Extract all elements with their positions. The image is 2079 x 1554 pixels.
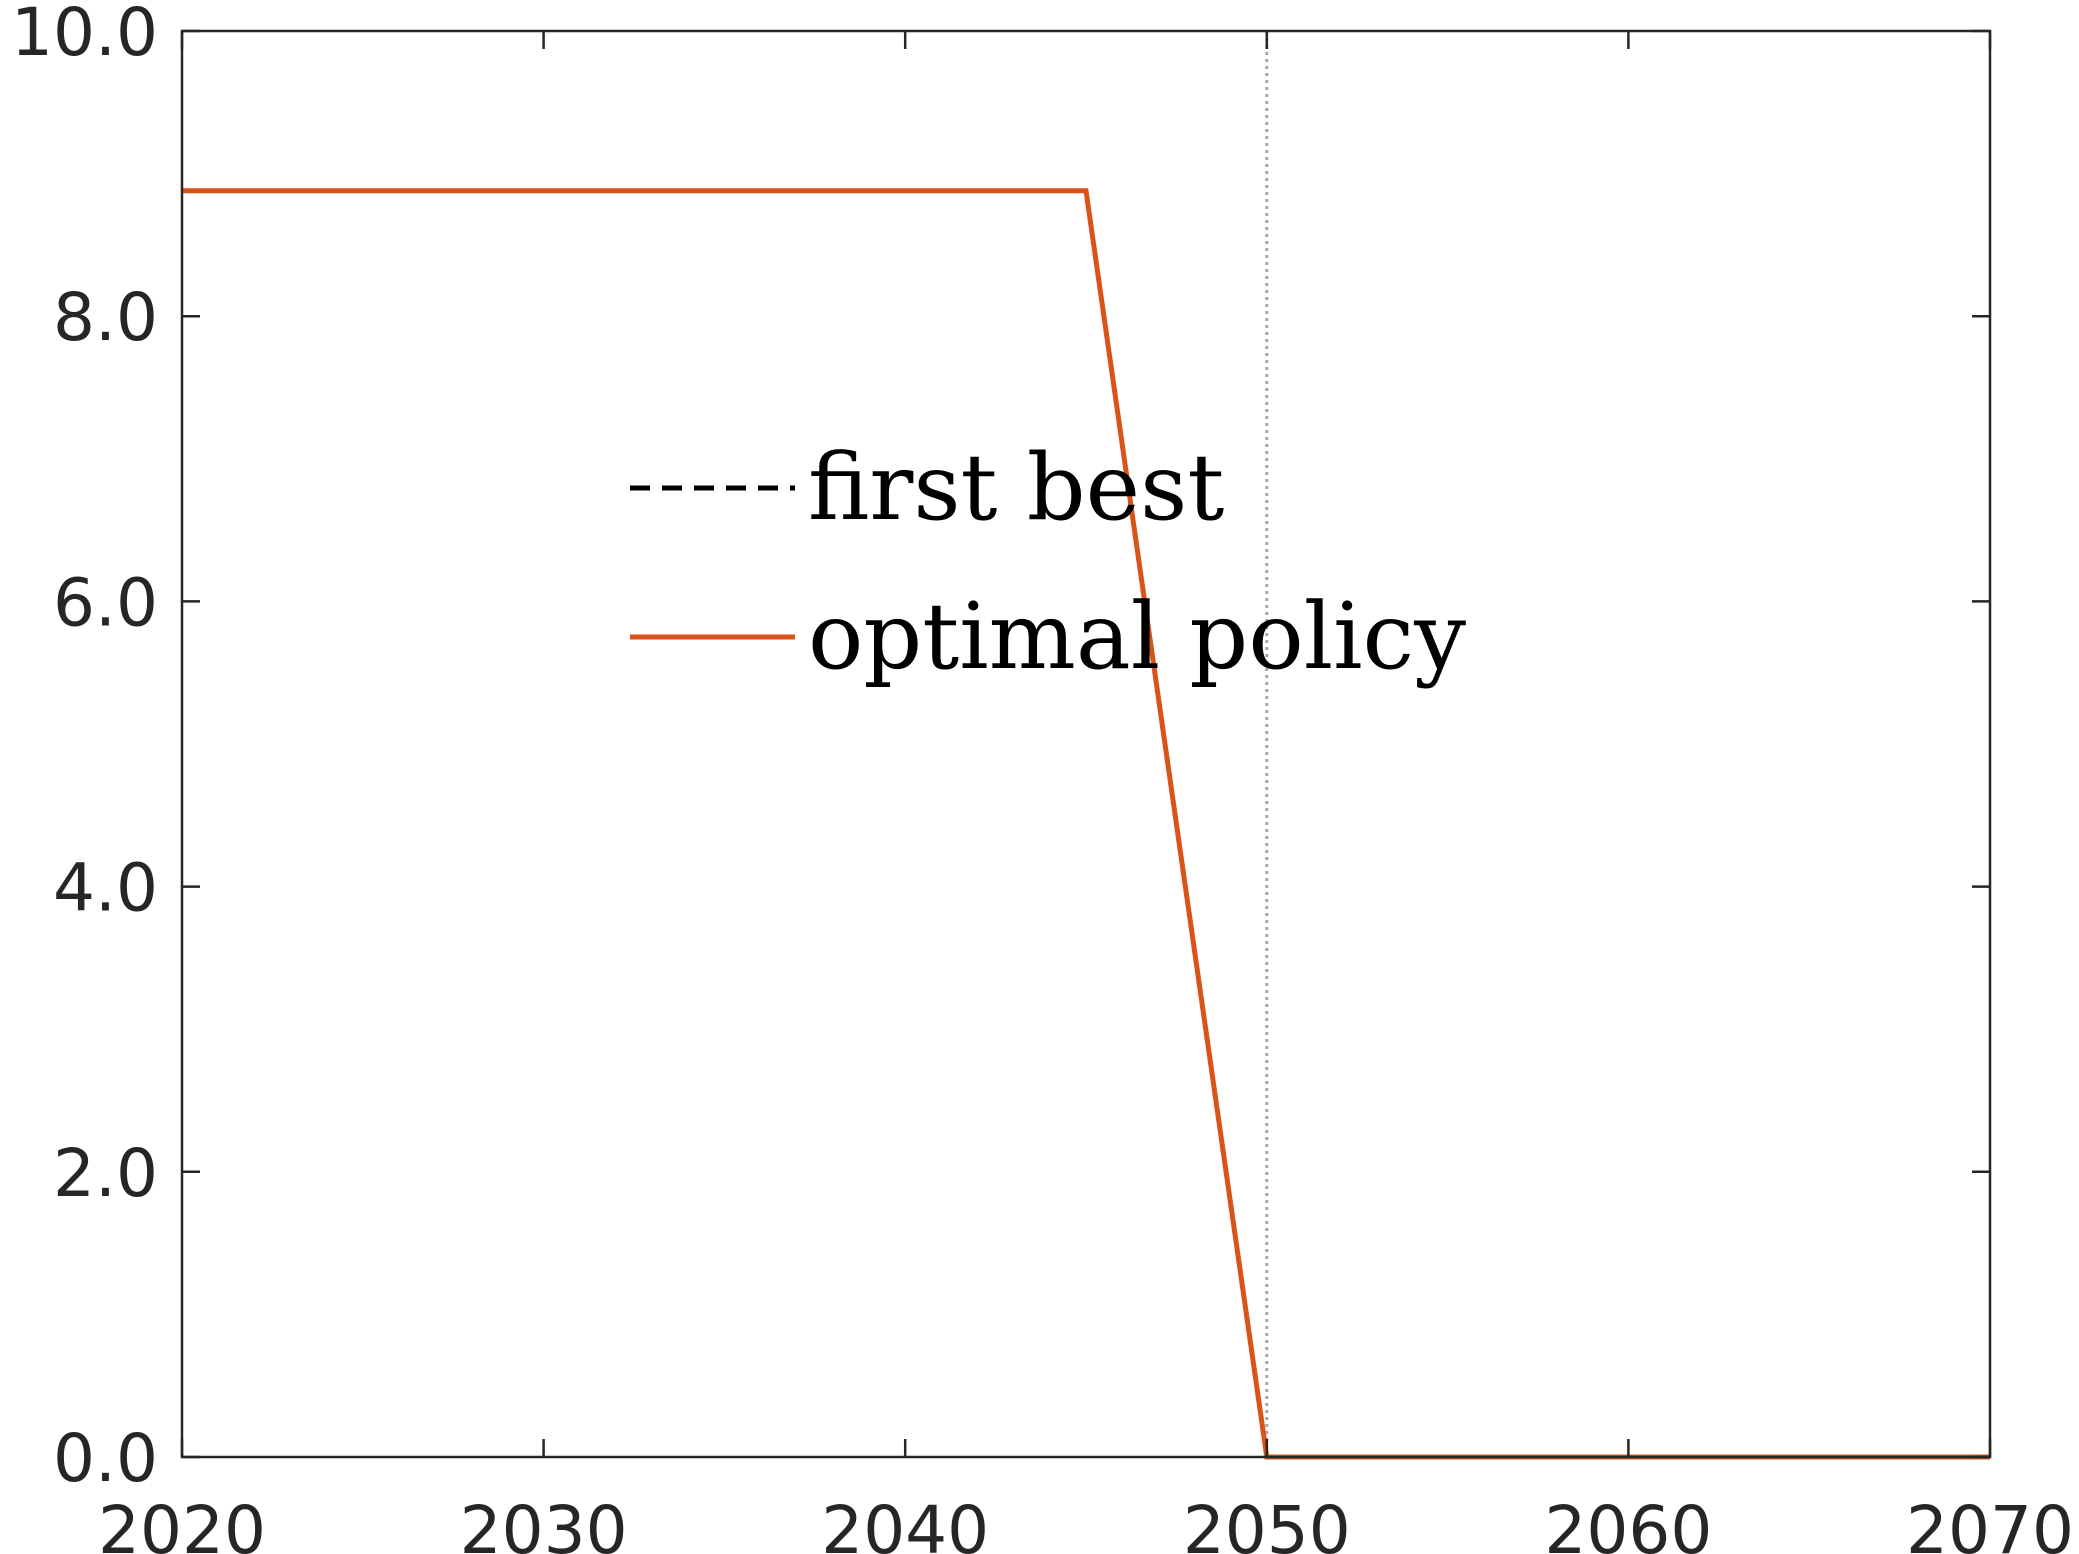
y-tick-label: 2.0 — [53, 1135, 158, 1212]
axes-box — [180, 29, 1992, 1459]
y-tick-label: 0.0 — [53, 1420, 158, 1497]
y-tick-label: 10.0 — [11, 0, 158, 71]
x-tick-label: 2060 — [1544, 1492, 1712, 1554]
plot-area — [182, 31, 1990, 1457]
plot-background — [182, 31, 1990, 1457]
legend-label-2: optimal policy — [808, 583, 1466, 690]
axes — [180, 29, 1992, 1459]
y-tick-label: 8.0 — [53, 279, 158, 356]
x-tick-label: 2070 — [1906, 1492, 2074, 1554]
x-tick-label: 2030 — [460, 1492, 628, 1554]
y-tick-label: 6.0 — [53, 564, 158, 641]
legend: first best optimal policy — [630, 434, 1466, 690]
x-tick-label: 2020 — [98, 1492, 266, 1554]
x-tick-label: 2040 — [821, 1492, 989, 1554]
x-tick-label: 2050 — [1183, 1492, 1351, 1554]
x-axis-ticks: 2020 2030 2040 2050 2060 2070 — [98, 31, 2074, 1554]
y-axis-ticks: 0.0 2.0 4.0 6.0 8.0 10.0 — [11, 0, 1990, 1497]
legend-label-1: first best — [808, 434, 1224, 541]
y-tick-label: 4.0 — [53, 850, 158, 927]
